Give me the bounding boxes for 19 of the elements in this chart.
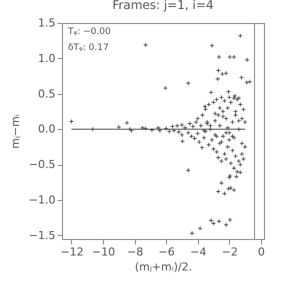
chart-title: Frames: j=1, i=4 xyxy=(112,0,214,12)
x-tick-label: −10 xyxy=(92,246,116,258)
y-tick-label: −1.0 xyxy=(28,194,56,207)
x-tick-label: −12 xyxy=(60,246,84,258)
y-tick-label: 0.0 xyxy=(38,122,56,136)
annotation: δTᵩ: 0.17 xyxy=(68,43,109,53)
y-tick-label: −0.5 xyxy=(28,158,56,172)
annotation: Tᵩ: −0.00 xyxy=(67,27,111,37)
x-tick-label: −8 xyxy=(126,246,144,258)
y-axis-title: mⱼ−mᵢ xyxy=(8,114,22,149)
x-tick-label: −6 xyxy=(158,246,175,258)
x-tick-label: −2 xyxy=(222,246,238,258)
x-axis-title: (mⱼ+mᵢ)/2. xyxy=(134,260,192,274)
x-tick-label: −4 xyxy=(190,246,206,258)
x-tick-label: 0 xyxy=(258,246,265,258)
y-tick-label: −1.5 xyxy=(28,228,56,242)
y-tick-label: 1.0 xyxy=(38,52,56,65)
y-tick-label: 0.5 xyxy=(38,87,56,100)
y-tick-label: 1.5 xyxy=(38,16,56,30)
